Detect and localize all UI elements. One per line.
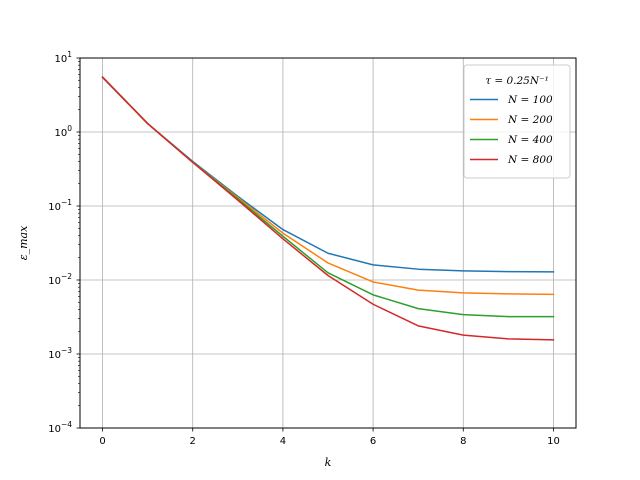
y-tick-label: 10−2 bbox=[48, 272, 72, 287]
y-tick-label: 101 bbox=[54, 50, 72, 65]
y-tick-exponent: −1 bbox=[61, 198, 72, 207]
x-tick-label: 6 bbox=[370, 436, 376, 447]
x-tick-label: 2 bbox=[190, 436, 196, 447]
y-tick-base: 10 bbox=[54, 54, 67, 65]
series-lines bbox=[101, 76, 555, 341]
y-tick-exponent: −4 bbox=[61, 420, 72, 429]
legend-box bbox=[463, 64, 571, 179]
x-ticks: 0 2 4 6 8 10 bbox=[99, 428, 560, 447]
y-tick-label: 10−1 bbox=[48, 198, 72, 213]
y-tick-label: 10−4 bbox=[48, 420, 72, 435]
y-tick-base: 10 bbox=[48, 202, 61, 213]
y-tick-exponent: 1 bbox=[67, 50, 72, 59]
legend-label: N = 400 bbox=[507, 134, 553, 146]
legend: τ = 0.25N⁻¹ N = 100 N = 200 N = 400 N = 800 bbox=[463, 64, 571, 179]
y-tick-label: 100 bbox=[54, 124, 72, 139]
legend-label: N = 200 bbox=[507, 114, 553, 126]
y-tick-exponent: 0 bbox=[67, 124, 72, 133]
legend-label: N = 800 bbox=[507, 154, 553, 166]
y-tick-base: 10 bbox=[48, 424, 61, 435]
legend-title: τ = 0.25N⁻¹ bbox=[485, 75, 549, 87]
y-tick-base: 10 bbox=[48, 350, 61, 361]
y-tick-exponent: −3 bbox=[61, 346, 72, 355]
x-tick-label: 0 bbox=[99, 436, 105, 447]
legend-items: N = 100 N = 200 N = 400 N = 800 bbox=[470, 94, 553, 166]
x-axis-label: k bbox=[325, 456, 332, 469]
plot-frame bbox=[79, 57, 577, 429]
x-tick-label: 10 bbox=[547, 436, 560, 447]
series-line bbox=[101, 76, 555, 341]
x-tick-label: 4 bbox=[280, 436, 286, 447]
x-tick-label: 8 bbox=[460, 436, 466, 447]
y-tick-label: 10−3 bbox=[48, 346, 72, 361]
legend-label: N = 100 bbox=[507, 94, 553, 106]
y-tick-exponent: −2 bbox=[61, 272, 72, 281]
y-axis-label: ε_max bbox=[17, 225, 30, 260]
y-tick-base: 10 bbox=[54, 128, 67, 139]
y-tick-base: 10 bbox=[48, 276, 61, 287]
